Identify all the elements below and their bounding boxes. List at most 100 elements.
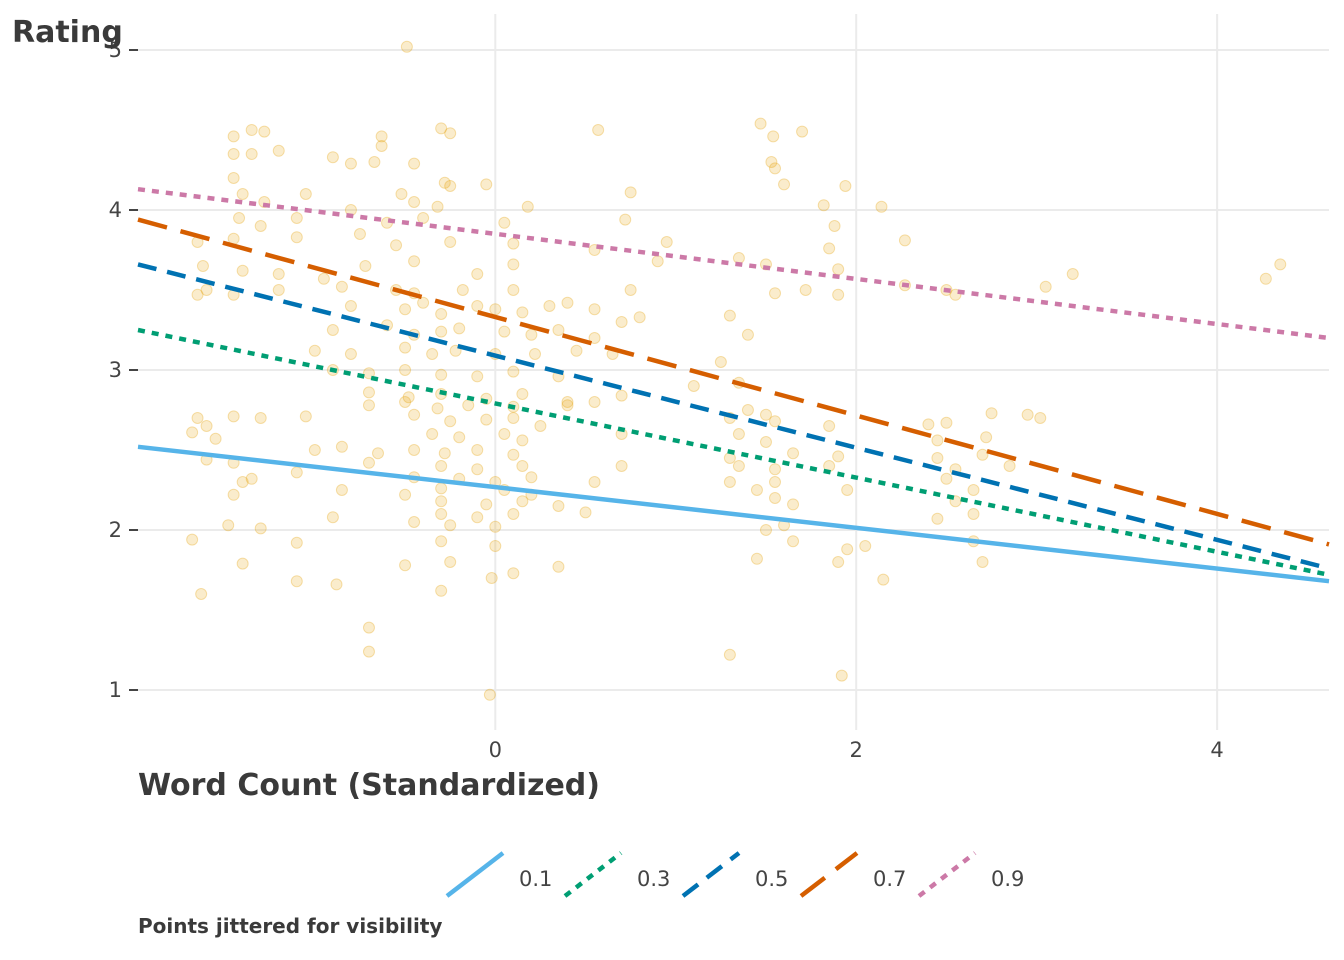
data-point: [759, 408, 772, 421]
data-point: [362, 386, 375, 399]
data-point: [236, 188, 249, 200]
y-tick-label: 4: [109, 198, 122, 222]
x-axis: 0 2 4: [489, 738, 1224, 762]
data-point: [435, 508, 448, 520]
data-point: [290, 575, 303, 588]
data-point: [767, 130, 780, 143]
data-point: [980, 431, 993, 444]
data-point: [967, 484, 980, 496]
quantile-line-0.9: [137, 186, 1330, 341]
grid-lines: [138, 14, 1329, 730]
data-point: [787, 447, 800, 460]
data-point: [931, 452, 944, 464]
data-point: [832, 288, 845, 301]
data-point: [372, 447, 385, 460]
data-point: [1039, 280, 1052, 293]
data-point: [227, 488, 240, 501]
data-point: [362, 456, 375, 469]
data-point: [375, 130, 388, 143]
data-point: [290, 231, 303, 244]
data-point: [222, 519, 235, 532]
data-point: [344, 348, 357, 360]
data-point: [615, 389, 628, 402]
data-point: [561, 396, 574, 408]
data-point: [209, 432, 222, 445]
data-point: [426, 428, 439, 440]
data-point: [330, 578, 343, 591]
data-point: [471, 511, 484, 524]
data-point: [353, 228, 366, 240]
data-point: [435, 482, 448, 495]
data-point: [335, 280, 348, 293]
data-point: [922, 418, 935, 431]
data-point: [841, 484, 854, 496]
data-point: [408, 444, 421, 456]
data-point: [431, 402, 444, 415]
legend-label-0.7: 0.7: [873, 867, 906, 891]
x-tick-label: 4: [1210, 738, 1223, 762]
data-point: [227, 130, 240, 143]
data-point: [750, 484, 763, 496]
y-axis: 1 2 3 4 5: [109, 38, 138, 702]
data-point: [1003, 460, 1016, 472]
data-point: [723, 476, 736, 488]
data-point: [787, 498, 800, 511]
quantile-line-0.3: [137, 327, 1330, 578]
data-point: [796, 125, 809, 138]
y-tick-label: 5: [109, 38, 122, 62]
quantile-line-0.5: [137, 262, 1330, 571]
legend-key-0.7: [799, 851, 859, 898]
data-point: [624, 284, 637, 296]
data-point: [976, 556, 989, 568]
data-point: [308, 344, 321, 357]
data-point: [534, 420, 547, 432]
legend-key-0.3: [563, 851, 623, 898]
data-point: [236, 264, 249, 277]
data-point: [435, 368, 448, 381]
data-point: [399, 341, 412, 354]
data-point: [828, 220, 841, 232]
data-point: [462, 399, 475, 412]
legend-label-0.9: 0.9: [991, 867, 1024, 891]
data-point: [570, 344, 583, 357]
data-point: [453, 322, 466, 335]
data-point: [588, 303, 601, 316]
data-point: [817, 199, 830, 212]
data-point: [362, 621, 375, 634]
legend-label-0.3: 0.3: [637, 867, 670, 891]
data-point: [456, 284, 469, 296]
data-point: [507, 365, 520, 378]
legend-label-0.5: 0.5: [755, 867, 788, 891]
data-point: [507, 284, 520, 296]
data-point: [489, 540, 502, 552]
data-point: [778, 178, 791, 191]
y-tick-label: 2: [109, 518, 122, 542]
data-point: [588, 332, 601, 344]
data-point: [759, 436, 772, 448]
data-point: [561, 399, 574, 412]
data-point: [272, 144, 285, 157]
data-point: [835, 669, 848, 682]
data-point: [714, 356, 727, 368]
data-point: [408, 408, 421, 421]
data-point: [444, 556, 457, 568]
data-point: [723, 648, 736, 661]
data-point: [290, 466, 303, 479]
data-point: [507, 237, 520, 250]
data-point: [299, 410, 312, 423]
data-point: [431, 200, 444, 213]
legend: 0.1 0.3 0.5 0.7 0.9: [445, 851, 1024, 898]
data-point: [741, 328, 754, 341]
data-point: [507, 567, 520, 580]
legend-key-0.5: [681, 851, 741, 898]
data-point: [799, 284, 812, 296]
data-point: [769, 492, 782, 504]
data-point: [483, 688, 496, 701]
data-point: [765, 156, 778, 168]
data-point: [395, 188, 408, 200]
data-point: [438, 176, 451, 189]
data-point: [931, 434, 944, 447]
data-point: [344, 157, 357, 170]
data-point: [1021, 408, 1034, 421]
